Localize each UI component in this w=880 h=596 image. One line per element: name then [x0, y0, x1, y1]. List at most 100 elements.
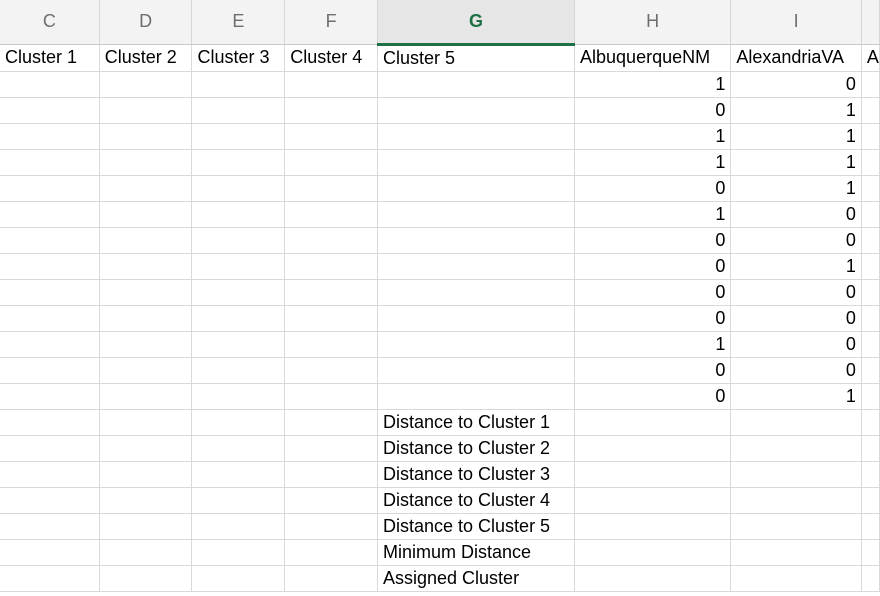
cell-h[interactable]: 0	[574, 279, 732, 306]
cell-i[interactable]	[730, 487, 862, 514]
cell-e[interactable]	[191, 331, 286, 358]
cell-j[interactable]	[861, 487, 880, 514]
cell-f[interactable]	[284, 383, 378, 410]
cell-f[interactable]	[284, 227, 378, 254]
cell-f[interactable]	[284, 71, 378, 98]
cell-e[interactable]	[191, 175, 286, 202]
cell-i[interactable]	[730, 461, 862, 488]
cell-e[interactable]	[191, 487, 286, 514]
cell-g[interactable]	[377, 123, 576, 150]
cell-c[interactable]	[0, 409, 100, 436]
cell-h-header[interactable]: AlbuquerqueNM	[574, 44, 732, 72]
cell-h[interactable]: 1	[574, 123, 732, 150]
cell-c[interactable]	[0, 71, 100, 98]
cell-i[interactable]: 1	[730, 383, 862, 410]
cell-i[interactable]	[730, 539, 862, 566]
cell-f[interactable]	[284, 305, 378, 332]
cell-f[interactable]	[284, 461, 378, 488]
cell-i-header[interactable]: AlexandriaVA	[730, 44, 862, 72]
cell-j[interactable]	[861, 227, 880, 254]
cell-j[interactable]	[861, 305, 880, 332]
cell-i[interactable]: 0	[730, 331, 862, 358]
cell-j[interactable]	[861, 71, 880, 98]
cell-f[interactable]	[284, 435, 378, 462]
cell-d[interactable]	[99, 71, 193, 98]
cell-d[interactable]	[99, 331, 193, 358]
cell-e[interactable]	[191, 357, 286, 384]
cell-j[interactable]	[861, 149, 880, 176]
cell-d[interactable]	[99, 383, 193, 410]
summary-label[interactable]: Assigned Cluster	[377, 565, 576, 592]
cell-d[interactable]	[99, 565, 193, 592]
cell-f[interactable]	[284, 279, 378, 306]
cell-c[interactable]	[0, 175, 100, 202]
cell-h[interactable]: 0	[574, 175, 732, 202]
cell-e-header[interactable]: Cluster 3	[191, 44, 286, 72]
cell-g-header[interactable]: Cluster 5	[377, 44, 576, 72]
cell-h[interactable]: 1	[574, 331, 732, 358]
cell-f[interactable]	[284, 357, 378, 384]
cell-j[interactable]	[861, 201, 880, 228]
column-header-h[interactable]: H	[574, 0, 732, 45]
cell-e[interactable]	[191, 383, 286, 410]
cell-g[interactable]	[377, 331, 576, 358]
cell-c[interactable]	[0, 149, 100, 176]
cell-g[interactable]	[377, 305, 576, 332]
cell-h[interactable]: 0	[574, 383, 732, 410]
cell-c[interactable]	[0, 461, 100, 488]
cell-e[interactable]	[191, 513, 286, 540]
cell-i[interactable]	[730, 409, 862, 436]
cell-h[interactable]: 1	[574, 71, 732, 98]
cell-e[interactable]	[191, 123, 286, 150]
cell-c[interactable]	[0, 201, 100, 228]
cell-f[interactable]	[284, 331, 378, 358]
cell-j[interactable]	[861, 253, 880, 280]
column-header-e[interactable]: E	[191, 0, 286, 45]
cell-d[interactable]	[99, 227, 193, 254]
column-header-c[interactable]: C	[0, 0, 100, 45]
cell-c[interactable]	[0, 383, 100, 410]
cell-j[interactable]	[861, 409, 880, 436]
cell-f-header[interactable]: Cluster 4	[284, 44, 378, 72]
cell-c[interactable]	[0, 513, 100, 540]
summary-label[interactable]: Distance to Cluster 2	[377, 435, 576, 462]
cell-h[interactable]: 0	[574, 305, 732, 332]
cell-i[interactable]: 0	[730, 201, 862, 228]
cell-e[interactable]	[191, 305, 286, 332]
cell-j[interactable]	[861, 357, 880, 384]
cell-h[interactable]: 1	[574, 149, 732, 176]
cell-d[interactable]	[99, 487, 193, 514]
cell-c-header[interactable]: Cluster 1	[0, 44, 100, 72]
cell-g[interactable]	[377, 383, 576, 410]
cell-d[interactable]	[99, 175, 193, 202]
cell-g[interactable]	[377, 357, 576, 384]
cell-i[interactable]: 0	[730, 227, 862, 254]
cell-i[interactable]: 1	[730, 97, 862, 124]
cell-i[interactable]: 1	[730, 175, 862, 202]
cell-e[interactable]	[191, 71, 286, 98]
cell-d[interactable]	[99, 357, 193, 384]
cell-h[interactable]: 0	[574, 97, 732, 124]
cell-c[interactable]	[0, 123, 100, 150]
cell-f[interactable]	[284, 565, 378, 592]
summary-label[interactable]: Distance to Cluster 1	[377, 409, 576, 436]
cell-c[interactable]	[0, 357, 100, 384]
cell-g[interactable]	[377, 279, 576, 306]
cell-e[interactable]	[191, 201, 286, 228]
cell-d[interactable]	[99, 149, 193, 176]
cell-f[interactable]	[284, 487, 378, 514]
cell-f[interactable]	[284, 409, 378, 436]
cell-i[interactable]: 1	[730, 123, 862, 150]
cell-c[interactable]	[0, 305, 100, 332]
cell-e[interactable]	[191, 227, 286, 254]
cell-h[interactable]	[574, 461, 732, 488]
cell-i[interactable]: 0	[730, 305, 862, 332]
cell-h[interactable]: 0	[574, 253, 732, 280]
cell-h[interactable]	[574, 539, 732, 566]
cell-g[interactable]	[377, 97, 576, 124]
summary-label[interactable]: Distance to Cluster 3	[377, 461, 576, 488]
column-header-f[interactable]: F	[284, 0, 378, 45]
cell-j[interactable]	[861, 331, 880, 358]
cell-i[interactable]	[730, 435, 862, 462]
cell-j[interactable]	[861, 97, 880, 124]
